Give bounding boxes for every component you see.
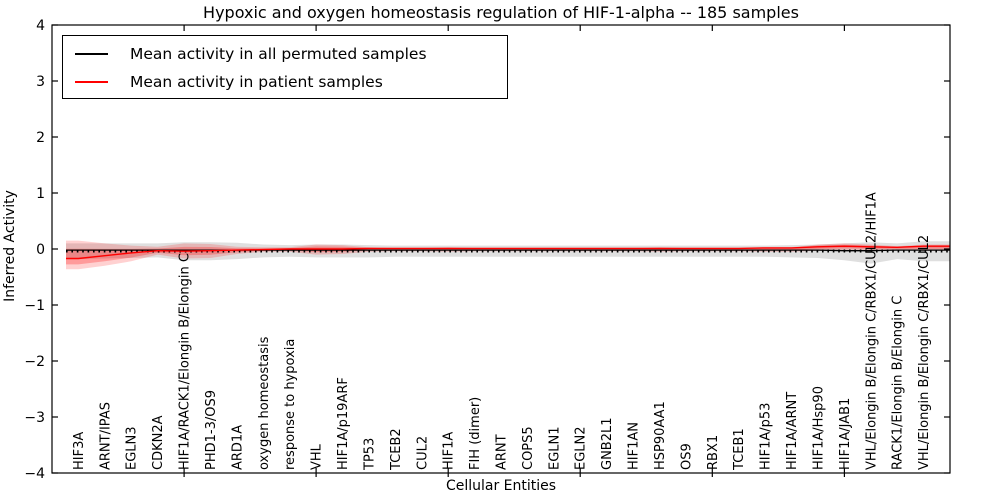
x-category-label: CUL2 [415, 436, 430, 470]
y-tick-label: −2 [24, 354, 45, 370]
y-tick-label: −3 [24, 410, 45, 426]
x-category-label: TP53 [362, 438, 377, 471]
x-category-label: ARD1A [230, 425, 245, 470]
y-tick-label: 4 [36, 18, 45, 34]
legend-label: Mean activity in patient samples [130, 73, 383, 91]
x-category-label: OS9 [679, 443, 694, 470]
x-category-label: VHL/Elongin B/Elongin C/RBX1/CUL2 [917, 235, 932, 470]
legend-item-permuted: Mean activity in all permuted samples [63, 40, 507, 68]
x-category-label: TCEB2 [389, 428, 404, 471]
x-category-label: EGLN2 [574, 426, 589, 470]
x-category-label: HIF1A/RACK1/Elongin B/Elongin C [178, 253, 193, 470]
x-category-label: RACK1/Elongin B/Elongin C [891, 296, 906, 470]
x-category-label: HIF1A/ARNT [785, 392, 800, 470]
x-category-label: CDKN2A [151, 415, 166, 470]
chart-title: Hypoxic and oxygen homeostasis regulatio… [203, 3, 799, 22]
x-category-label: HIF1A/JAB1 [838, 398, 853, 470]
x-category-label: HIF1A/p53 [759, 403, 774, 470]
legend: Mean activity in all permuted samples Me… [62, 35, 508, 99]
x-category-label: COPS5 [521, 426, 536, 470]
x-category-label: GNB2L1 [600, 417, 615, 470]
x-category-label: ARNT [495, 434, 510, 470]
y-tick-label: 0 [36, 242, 45, 258]
x-category-label: TCEB1 [732, 428, 747, 471]
patient-mean-line [66, 245, 950, 260]
y-tick-label: 2 [36, 130, 45, 146]
y-tick-label: −1 [24, 298, 45, 314]
x-axis-label: Cellular Entities [445, 478, 557, 494]
permuted-line-swatch [75, 53, 108, 55]
y-tick-label: 1 [36, 186, 45, 202]
x-category-label: EGLN3 [125, 426, 140, 470]
x-category-label: ARNT/IPAS [98, 402, 113, 470]
x-category-label: RBX1 [706, 435, 721, 470]
x-category-label: HIF1AN [627, 422, 642, 470]
patient-band-outer [66, 240, 950, 270]
x-category-label: oxygen homeostasis [257, 336, 272, 470]
x-category-label: EGLN1 [547, 426, 562, 470]
x-category-label: HIF1A/p19ARF [336, 377, 351, 470]
x-category-label: PHD1-3/OS9 [204, 390, 219, 470]
x-category-label: HIF3A [72, 432, 87, 470]
patient-line-swatch [75, 81, 108, 83]
y-tick-label: −4 [24, 466, 45, 482]
x-category-label: VHL [310, 443, 325, 470]
x-category-label: HIF1A [442, 432, 457, 470]
legend-item-patient: Mean activity in patient samples [63, 68, 507, 96]
x-category-label: HSP90AA1 [653, 401, 668, 470]
y-tick-label: 3 [36, 74, 45, 90]
x-category-label: HIF1A/Hsp90 [811, 386, 826, 470]
permuted-band [66, 241, 950, 264]
x-category-label: VHL/Elongin B/Elongin C/RBX1/CUL2/HIF1A [864, 192, 879, 470]
x-category-label: FIH (dimer) [468, 397, 483, 470]
x-category-label: response to hypoxia [283, 339, 298, 470]
legend-label: Mean activity in all permuted samples [130, 45, 427, 63]
